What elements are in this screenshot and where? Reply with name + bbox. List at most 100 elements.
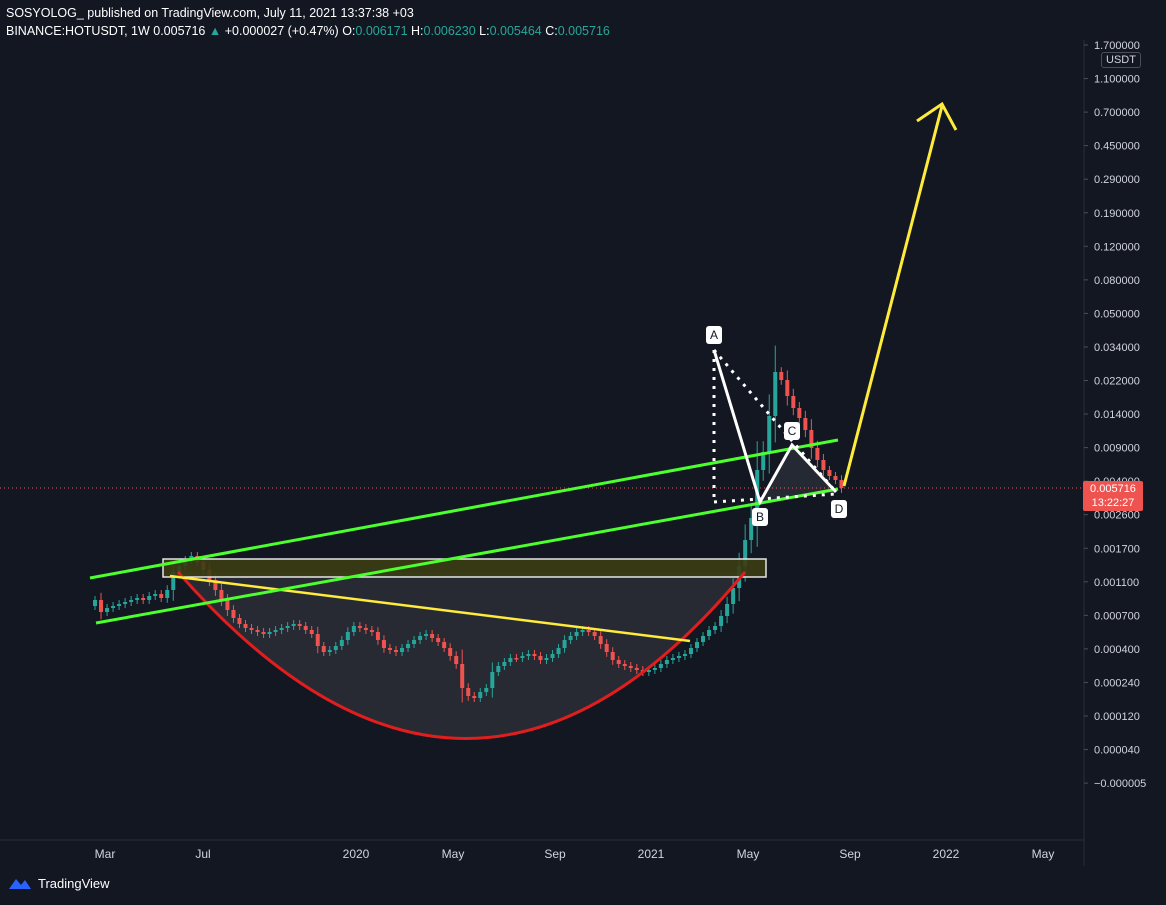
candle-body [707, 630, 712, 636]
publish-info: published on TradingView.com, July 11, 2… [87, 6, 414, 20]
candle-body [442, 642, 447, 648]
svg-text:A: A [710, 328, 718, 342]
abcd-pattern [712, 349, 838, 506]
candle-body [797, 408, 802, 418]
candle-body [171, 572, 176, 590]
candle-body [646, 670, 651, 672]
price-tick-label: 0.001100 [1094, 577, 1139, 589]
candle-body [773, 372, 778, 416]
candle-body [670, 658, 675, 660]
candle-body [580, 630, 585, 632]
low-label: L: [479, 24, 490, 38]
symbol-label[interactable]: BINANCE:HOTUSDT, 1W [6, 24, 150, 38]
candle-body [616, 660, 621, 664]
candle-body [719, 616, 724, 626]
currency-unit[interactable]: USDT [1101, 52, 1141, 68]
candle-body [676, 656, 681, 658]
time-tick-label: May [737, 847, 760, 861]
candle-body [731, 588, 736, 604]
candle-body [785, 380, 790, 396]
price-tick-label: 0.050000 [1094, 308, 1140, 320]
candle-body [327, 650, 332, 652]
candle-body [249, 628, 254, 630]
price-tick-label: −0.000005 [1094, 778, 1146, 790]
candle-body [243, 624, 248, 628]
price-tick-label: 1.700000 [1094, 40, 1140, 52]
price-tick-label: 0.450000 [1094, 141, 1140, 153]
candle-body [237, 618, 242, 624]
candle-body [436, 638, 441, 642]
candle-body [111, 606, 116, 608]
candle-body [574, 632, 579, 636]
up-arrow-icon: ▲ [208, 24, 222, 38]
candle-body [478, 692, 483, 698]
close-value: 0.005716 [557, 24, 610, 38]
cup-fill [178, 572, 745, 739]
price-tick-label: 0.000120 [1094, 711, 1140, 723]
candle-body [682, 654, 687, 656]
candle-body [369, 630, 374, 632]
candle-body [598, 636, 603, 644]
candle-body [562, 640, 567, 648]
candle-body [821, 460, 826, 470]
candle-body [610, 652, 615, 660]
close-label: C: [545, 24, 558, 38]
candle-body [105, 608, 110, 612]
high-value: 0.006230 [423, 24, 476, 38]
price-tick-label: 0.014000 [1094, 409, 1140, 421]
candle-body [568, 636, 573, 640]
candle-body [400, 648, 405, 652]
author-name[interactable]: SOSYOLOG_ [6, 6, 84, 20]
candle-body [701, 636, 706, 642]
candle-body [387, 648, 392, 650]
price-tick-label: 0.000700 [1094, 610, 1140, 622]
price-tick-label: 0.290000 [1094, 174, 1140, 186]
candle-body [809, 430, 814, 448]
time-tick-label: May [442, 847, 465, 861]
lower-channel-line [95, 487, 839, 625]
candle-body [291, 624, 296, 626]
candle-body [303, 626, 308, 630]
candle-body [273, 630, 278, 632]
candle-body [333, 646, 338, 650]
candle-body [526, 654, 531, 656]
time-tick-label: 2022 [933, 847, 960, 861]
time-axis[interactable]: Mar Jul 2020 May Sep 2021 May Sep 2022 May [0, 839, 1084, 861]
candle-body [231, 610, 236, 618]
bar-countdown: 13:22:27 [1091, 497, 1135, 509]
candle-body [544, 658, 549, 660]
candle-body [375, 632, 380, 640]
candle-body [339, 640, 344, 646]
last-price: 0.005716 [153, 24, 206, 38]
point-label-c: C [784, 422, 800, 440]
price-axis[interactable]: 1.700000 1.100000 0.700000 0.450000 0.290000… [1083, 40, 1146, 866]
publish-line: SOSYOLOG_ published on TradingView.com, … [6, 4, 610, 22]
candle-body [604, 644, 609, 652]
candle-body [430, 634, 435, 638]
price-tick-label: 0.120000 [1094, 241, 1140, 253]
candle-body [815, 448, 820, 460]
candle-body [496, 666, 501, 672]
time-tick-label: 2021 [638, 847, 665, 861]
price-tick-label: 0.080000 [1094, 275, 1140, 287]
candle-body [466, 688, 471, 696]
price-tick-label: 0.022000 [1094, 376, 1140, 388]
candle-body [213, 580, 218, 590]
candle-body [279, 628, 284, 630]
chart-header: SOSYOLOG_ published on TradingView.com, … [6, 4, 610, 40]
candle-body [129, 600, 134, 602]
time-tick-label: May [1032, 847, 1055, 861]
time-tick-label: 2020 [343, 847, 370, 861]
price-tick-label: 0.700000 [1094, 107, 1140, 119]
candle-body [652, 668, 657, 670]
candle-body [394, 650, 398, 652]
price-tick-label: 0.034000 [1094, 342, 1140, 354]
footer-brand[interactable]: TradingView [8, 876, 110, 891]
candle-body [520, 656, 525, 658]
candle-body [460, 664, 465, 688]
candle-body [418, 636, 423, 640]
candle-body [556, 648, 561, 654]
low-value: 0.005464 [489, 24, 542, 38]
candle-body [839, 480, 844, 488]
